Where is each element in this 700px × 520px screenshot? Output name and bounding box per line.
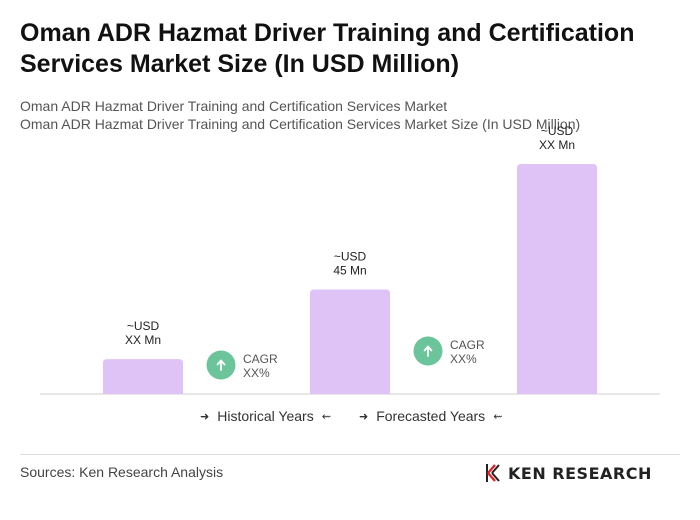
brand-logo: KEN RESEARCH — [486, 463, 652, 483]
bar — [103, 359, 183, 394]
chart-title: Oman ADR Hazmat Driver Training and Cert… — [20, 19, 635, 78]
cagr-label-line-2: XX% — [243, 366, 270, 380]
chart-subtitle-2: Oman ADR Hazmat Driver Training and Cert… — [20, 116, 581, 132]
legend-historical: ➜ Historical Years ⇜ — [200, 408, 331, 424]
arrow-left-icon: ⇜ — [321, 410, 331, 423]
arrow-left-icon: ⇜ — [493, 410, 503, 423]
legend-forecasted-label: Forecasted Years — [376, 408, 486, 424]
bar-label-line-2: XX Mn — [125, 333, 161, 347]
arrow-up-icon — [423, 345, 433, 357]
legend-forecasted: ➜ Forecasted Years ⇜ — [359, 408, 502, 424]
legend-historical-label: Historical Years — [217, 408, 314, 424]
arrow-right-icon: ➜ — [359, 410, 369, 423]
ken-research-logo-icon — [486, 464, 500, 482]
cagr-label-line-1: CAGR — [450, 338, 485, 352]
legend: ➜ Historical Years ⇜ ➜ Forecasted Years … — [0, 408, 700, 428]
bar — [517, 164, 597, 394]
bar-label-line-2: XX Mn — [539, 138, 575, 152]
bar-label-line-1: ~USD — [334, 249, 367, 263]
arrow-up-icon — [216, 359, 226, 371]
brand-text: KEN RESEARCH — [508, 463, 652, 483]
arrow-right-icon: ➜ — [200, 410, 210, 423]
cagr-label-line-1: CAGR — [243, 352, 278, 366]
cagr-label-line-2: XX% — [450, 352, 477, 366]
bar-label-line-2: 45 Mn — [333, 263, 366, 277]
sources-text: Sources: Ken Research Analysis — [20, 464, 224, 480]
chart-subtitle: Oman ADR Hazmat Driver Training and Cert… — [20, 98, 448, 114]
bar — [310, 289, 390, 394]
bar-label-line-1: ~USD — [541, 124, 574, 138]
bar-label-line-1: ~USD — [127, 319, 160, 333]
footer-divider — [20, 454, 680, 455]
